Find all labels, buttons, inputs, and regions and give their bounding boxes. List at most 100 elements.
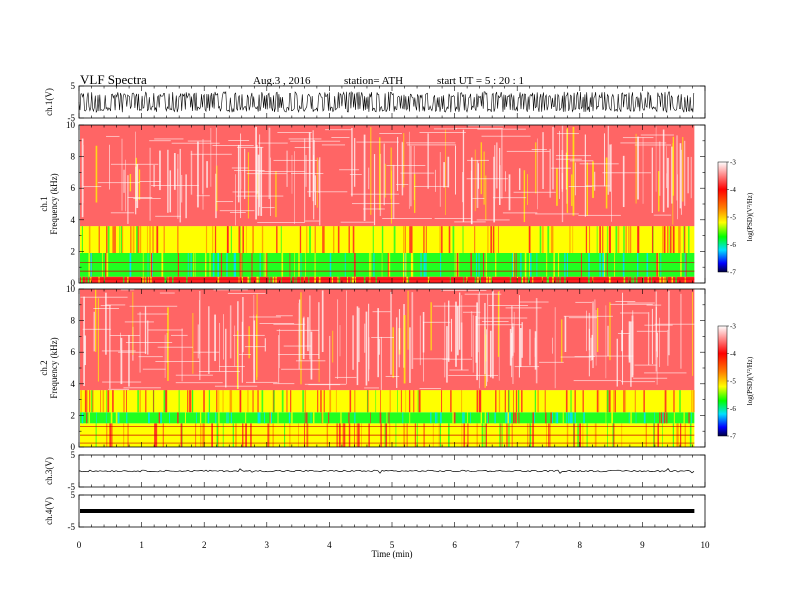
spectral-streak: [492, 290, 494, 379]
colorbar-tick-label: -3: [730, 323, 736, 331]
spectral-streak: [655, 306, 657, 352]
spectral-streak: [571, 174, 573, 206]
spectral-streak: [688, 226, 690, 253]
spectral-streak: [410, 252, 413, 277]
spectral-speckle: [492, 197, 527, 199]
spectral-band: [80, 226, 695, 253]
spectral-streak: [373, 252, 375, 277]
spectral-streak: [340, 412, 342, 424]
spectral-speckle: [464, 293, 502, 295]
spectral-streak: [121, 138, 123, 211]
spectral-streak: [420, 252, 422, 277]
spectral-streak: [477, 163, 479, 189]
spectral-streak: [235, 174, 236, 226]
spectral-streak: [592, 161, 594, 198]
spectral-streak: [286, 390, 288, 413]
spectral-streak: [616, 338, 618, 387]
spectral-streak: [230, 226, 232, 253]
spectral-streak: [346, 290, 347, 385]
spectral-streak: [418, 390, 421, 413]
spectral-streak: [290, 276, 293, 283]
spectral-streak: [89, 390, 91, 413]
spectral-streak: [332, 330, 334, 363]
spectral-speckle: [627, 302, 655, 304]
spectral-streak: [403, 315, 406, 384]
spectral-streak: [441, 226, 443, 253]
spectral-streak: [461, 295, 463, 371]
y-axis-label: ch.1(V): [44, 88, 54, 116]
spectral-streak: [299, 226, 302, 253]
spectral-streak: [673, 390, 675, 413]
spectral-streak: [375, 276, 377, 283]
spectral-speckle: [620, 381, 656, 383]
spectral-streak: [197, 141, 199, 208]
spectral-speckle: [175, 382, 223, 384]
spectral-streak: [528, 226, 531, 253]
spectral-streak: [509, 276, 512, 283]
spectral-streak: [161, 252, 163, 277]
spectral-streak: [427, 276, 430, 283]
spectral-streak: [404, 252, 406, 277]
spectral-speckle: [214, 385, 258, 387]
spectral-streak: [582, 390, 584, 413]
spectral-speckle: [634, 364, 657, 366]
spectral-streak: [570, 390, 572, 413]
ch4-waveform-panel: 5 -5 ch.4(V): [44, 490, 706, 532]
spectral-speckle: [155, 215, 181, 217]
spectral-streak: [588, 276, 590, 283]
spectral-speckle: [245, 381, 278, 383]
spectral-speckle: [236, 195, 284, 197]
spectral-streak: [136, 226, 138, 253]
spectral-streak: [335, 390, 337, 413]
spectral-streak: [80, 390, 82, 413]
spectral-streak: [518, 412, 520, 424]
spectral-streak: [272, 276, 275, 283]
spectral-streak: [368, 167, 370, 190]
spectral-speckle: [466, 125, 504, 127]
spectral-streak: [380, 336, 382, 390]
spectral-streak: [296, 276, 297, 283]
spectral-speckle: [138, 356, 163, 358]
spectral-streak: [352, 226, 355, 253]
spectral-streak: [439, 152, 441, 207]
spectral-streak: [225, 328, 227, 388]
spectral-streak: [405, 226, 406, 253]
spectral-streak: [88, 412, 90, 424]
y-tick-label: 10: [66, 284, 76, 294]
spectral-streak: [605, 305, 607, 379]
spectral-speckle: [644, 324, 673, 326]
spectral-streak: [513, 252, 514, 277]
spectral-speckle: [139, 181, 161, 182]
spectral-streak: [480, 412, 482, 424]
spectral-streak: [471, 311, 473, 357]
spectral-streak: [126, 390, 127, 413]
spectral-streak: [456, 252, 459, 277]
spectral-streak: [609, 390, 611, 413]
spectral-streak: [513, 412, 515, 424]
spectral-streak: [320, 390, 322, 413]
spectral-streak: [690, 156, 692, 199]
spectral-streak: [572, 226, 574, 253]
spectral-streak: [138, 169, 141, 200]
spectral-streak: [268, 127, 271, 200]
spectral-streak: [257, 390, 259, 413]
spectral-streak: [528, 276, 530, 283]
spectral-streak: [403, 276, 405, 283]
spectral-streak: [217, 252, 219, 277]
spectral-speckle: [193, 351, 220, 353]
spectral-streak: [566, 152, 568, 188]
spectral-speckle: [137, 313, 169, 315]
spectral-streak: [606, 226, 608, 253]
spectral-speckle: [502, 212, 538, 214]
spectral-streak: [534, 331, 537, 370]
spectral-streak: [678, 226, 680, 253]
x-tick-label: 3: [265, 540, 270, 550]
spectral-streak: [253, 294, 255, 378]
spectral-streak: [606, 390, 609, 413]
spectral-streak: [546, 276, 548, 283]
spectral-streak: [241, 321, 243, 383]
y-tick-label: 5: [71, 450, 76, 460]
spectral-streak: [214, 226, 217, 253]
spectral-streak: [537, 390, 539, 413]
spectral-streak: [505, 171, 506, 192]
